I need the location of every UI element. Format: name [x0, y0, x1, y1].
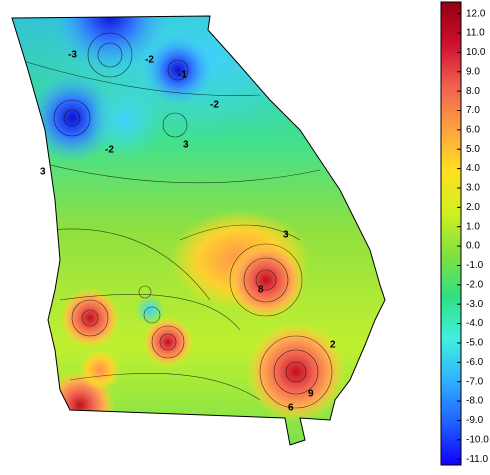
colorbar-tick-label: 2.0 — [466, 202, 480, 213]
colorbar-tick-label: -1.0 — [466, 260, 484, 271]
contour-label: 3 — [283, 230, 289, 241]
colorbar-tick-label: -10.0 — [466, 434, 489, 445]
contour-label: 6 — [288, 403, 294, 414]
colorbar-tick-label: -11.0 — [466, 454, 488, 465]
contour-label: -2 — [210, 100, 219, 111]
colorbar-tick-label: 5.0 — [466, 144, 480, 155]
contour-label: -2 — [105, 145, 114, 156]
colorbar-tick-label: 6.0 — [466, 124, 480, 135]
contour-label: -1 — [178, 70, 187, 81]
contour-label: 9 — [308, 389, 314, 400]
contour-label: 2 — [330, 340, 336, 351]
colorbar-tick-label: 1.0 — [466, 221, 480, 232]
colorbar-tick-label: 7.0 — [466, 105, 480, 116]
contour-label: -3 — [68, 50, 77, 61]
colorbar-tick-label: 0.0 — [466, 241, 480, 252]
colorbar-tick-label: 11.0 — [466, 28, 485, 39]
contour-labels: -2 -1 -2 3 -2 -3 3 8 9 6 3 2 — [40, 50, 336, 414]
colorbar-tick-label: 10.0 — [466, 47, 486, 58]
colorbar-tick-label: -5.0 — [466, 338, 484, 349]
colorbar-tick-label: 3.0 — [466, 183, 480, 194]
colorbar-tick-label: 8.0 — [466, 86, 480, 97]
contour-label: 3 — [183, 140, 189, 151]
colorbar-tick-label: 9.0 — [466, 66, 480, 77]
colorbar — [440, 1, 462, 466]
colorbar-tick-label: -9.0 — [466, 415, 484, 426]
colorbar-tick-label: -3.0 — [466, 299, 484, 310]
contour-label: 8 — [258, 285, 264, 296]
colorbar-tick-label: 12.0 — [466, 8, 486, 19]
colorbar-tick-label: 4.0 — [466, 163, 480, 174]
contour-label: 3 — [40, 167, 46, 178]
colorbar-tick-label: -7.0 — [466, 376, 484, 387]
colorbar-tick-label: -8.0 — [466, 396, 484, 407]
contour-label: -2 — [145, 55, 154, 66]
colorbar-tick-label: -6.0 — [466, 357, 484, 368]
colorbar-tick-label: -2.0 — [466, 279, 484, 290]
colorbar-tick-label: -4.0 — [466, 318, 484, 329]
